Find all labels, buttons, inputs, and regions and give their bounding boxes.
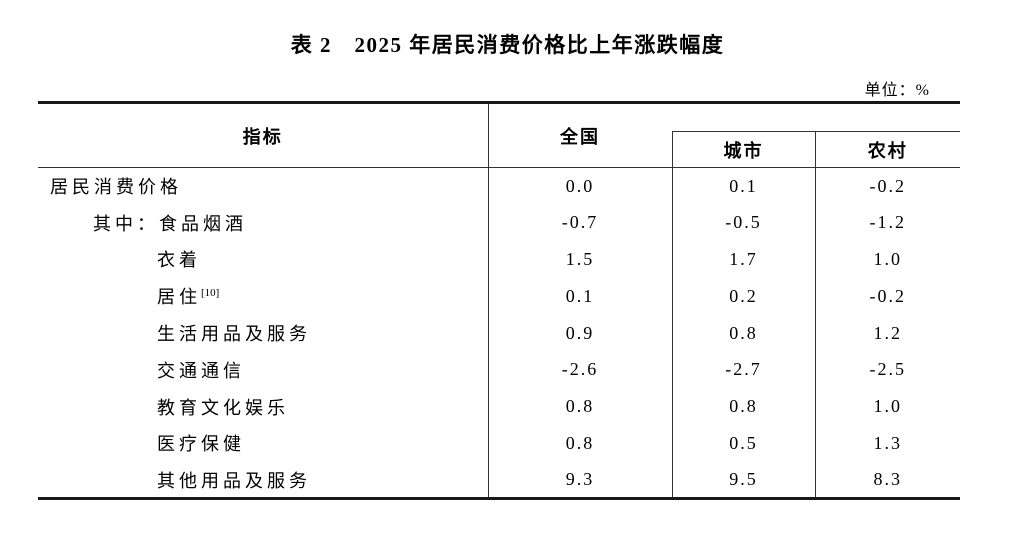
cell-rural: 1.0 (873, 396, 902, 417)
table-header: 指标 全国 城市 农村 (38, 102, 960, 168)
row-label: 衣着 (157, 250, 201, 271)
cell-rural: 1.3 (873, 432, 902, 453)
row-label-cell: 生活用品及服务 (38, 314, 489, 352)
table-row: 医疗保健 0.8 0.5 1.3 (38, 425, 960, 462)
row-label: 其中：食品烟酒 (93, 213, 247, 234)
cell-rural: -1.2 (869, 212, 906, 233)
row-label: 交通通信 (157, 360, 245, 381)
cell-national: 1.5 (488, 241, 673, 278)
cell-rural: 1.2 (873, 322, 902, 343)
row-label: 居民消费价格 (50, 177, 182, 198)
row-label: 其他用品及服务 (157, 470, 311, 491)
row-label: 居住 (157, 287, 201, 308)
cell-national: 9.3 (488, 461, 673, 499)
table-title: 表 2 2025 年居民消费价格比上年涨跌幅度 (290, 33, 725, 57)
table-row: 其他用品及服务 9.3 9.5 8.3 (38, 461, 960, 499)
cell-city: 0.8 (672, 314, 816, 352)
cpi-table: 指标 全国 城市 农村 居民消费价格 0.0 0.1 -0.2 其中：食品烟酒 … (38, 101, 960, 501)
row-label: 医疗保健 (157, 434, 245, 455)
row-label-cell: 衣着 (38, 241, 489, 278)
table-row: 交通通信 -2.6 -2.7 -2.5 (38, 351, 960, 389)
row-label-cell: 医疗保健 (38, 425, 489, 462)
table-row: 其中：食品烟酒 -0.7 -0.5 -1.2 (38, 204, 960, 242)
cell-city: 0.2 (672, 277, 816, 315)
cell-city: 0.1 (672, 167, 816, 205)
row-label-cell: 其他用品及服务 (38, 461, 489, 499)
cell-rural: 1.0 (873, 248, 902, 269)
row-label-cell: 交通通信 (38, 351, 489, 389)
cell-national: 0.0 (488, 167, 673, 205)
row-label-cell: 居民消费价格 (38, 167, 489, 205)
cell-national: -0.7 (488, 204, 673, 242)
cell-national: -2.6 (488, 351, 673, 389)
cell-city: 0.5 (672, 425, 816, 462)
table-row: 居住[10] 0.1 0.2 -0.2 (38, 277, 960, 315)
unit-label: 单位：% (864, 82, 930, 99)
table-row: 生活用品及服务 0.9 0.8 1.2 (38, 314, 960, 352)
col-header-national: 全国 (488, 102, 672, 168)
cell-rural: -0.2 (869, 285, 906, 306)
row-label: 教育文化娱乐 (157, 397, 289, 418)
cell-city: 0.8 (672, 388, 816, 426)
footnote-ref: [10] (201, 287, 220, 300)
cell-city: -2.7 (672, 351, 816, 389)
cell-rural: 8.3 (873, 469, 902, 490)
table-row: 居民消费价格 0.0 0.1 -0.2 (38, 167, 960, 205)
header-spacer (672, 102, 960, 132)
col-header-indicator: 指标 (38, 102, 489, 168)
row-label-cell: 居住[10] (38, 277, 489, 315)
table-row: 教育文化娱乐 0.8 0.8 1.0 (38, 388, 960, 426)
cell-rural: -2.5 (869, 359, 906, 380)
col-header-city: 城市 (671, 131, 815, 168)
row-label-cell: 其中：食品烟酒 (38, 204, 489, 242)
cell-national: 0.9 (488, 314, 673, 352)
cell-city: -0.5 (672, 204, 816, 242)
cell-national: 0.1 (488, 277, 673, 315)
row-label-cell: 教育文化娱乐 (38, 388, 489, 426)
cell-national: 0.8 (488, 425, 673, 462)
col-header-rural: 农村 (814, 131, 960, 168)
row-label: 生活用品及服务 (157, 324, 311, 345)
cell-rural: -0.2 (869, 175, 906, 196)
cell-city: 9.5 (672, 461, 816, 499)
cell-national: 0.8 (488, 388, 673, 426)
table-row: 衣着 1.5 1.7 1.0 (38, 241, 960, 278)
cell-city: 1.7 (672, 241, 816, 278)
